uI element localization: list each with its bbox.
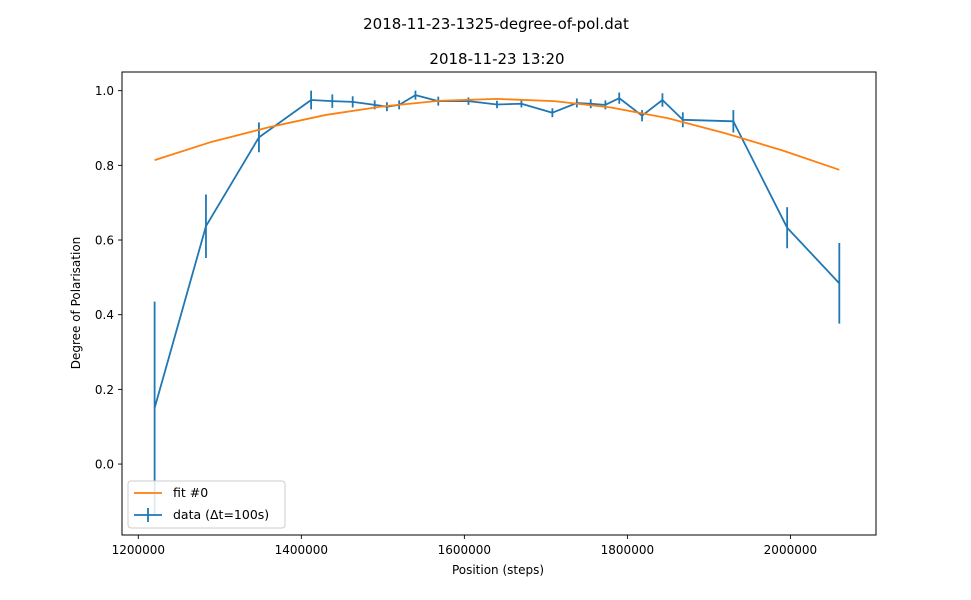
x-tick-label: 1600000 — [438, 543, 491, 557]
x-tick-label: 1800000 — [601, 543, 654, 557]
chart-suptitle: 2018-11-23-1325-degree-of-pol.dat — [363, 15, 629, 33]
legend: fit #0 data (Δt=100s) — [127, 480, 286, 529]
chart-title: 2018-11-23 13:20 — [429, 50, 564, 68]
y-axis-label: Degree of Polarisation — [69, 237, 83, 370]
x-tick-label: 1200000 — [112, 543, 165, 557]
y-tick-label: 0.2 — [95, 383, 114, 397]
fit-series-line — [154, 97, 840, 171]
y-tick-label: 1.0 — [95, 84, 114, 98]
y-tick-label: 0.4 — [95, 308, 114, 322]
legend-box — [127, 480, 286, 529]
axes-frame — [121, 71, 877, 536]
legend-label-fit: fit #0 — [173, 485, 208, 500]
axis-ticks: 1200000 1400000 1600000 1800000 2000000 0.0 0.… — [95, 84, 817, 557]
x-axis-label: Position (steps) — [452, 563, 544, 577]
y-tick-label: 0.8 — [95, 159, 114, 173]
y-tick-label: 0.0 — [95, 458, 114, 472]
x-tick-label: 2000000 — [764, 543, 817, 557]
legend-label-data: data (Δt=100s) — [173, 507, 269, 522]
x-tick-label: 1400000 — [275, 543, 328, 557]
data-series-line — [153, 94, 840, 409]
y-tick-label: 0.6 — [95, 234, 114, 248]
plot-area — [153, 90, 841, 515]
